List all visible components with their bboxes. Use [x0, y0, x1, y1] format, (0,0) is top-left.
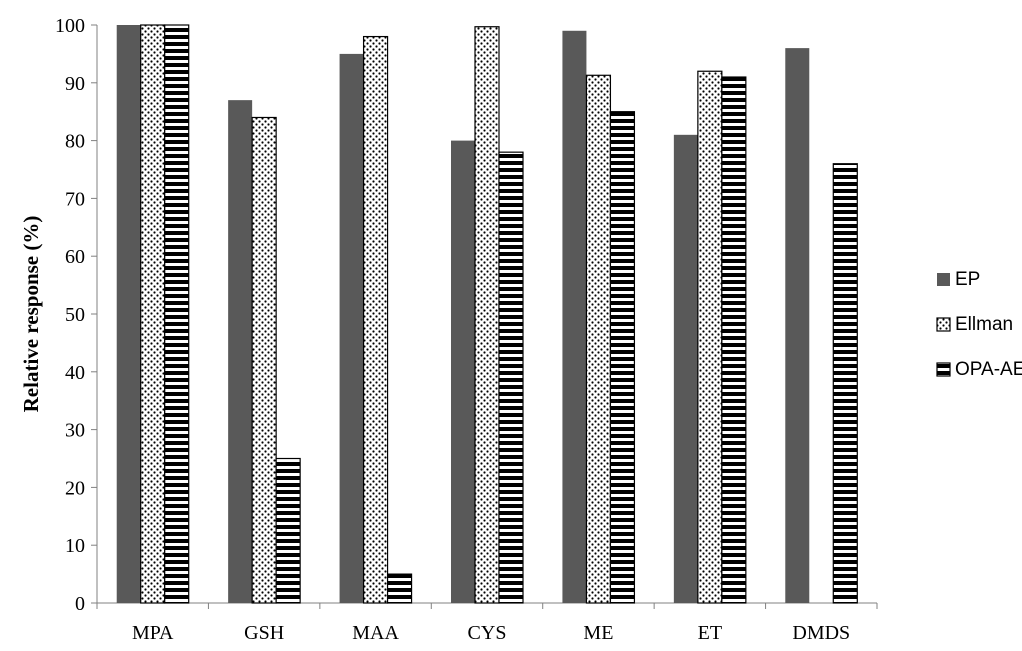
- x-tick-label: MPA: [132, 622, 174, 644]
- legend-swatch-opa-ae: [936, 362, 951, 377]
- bar-opa-ae-cys: [498, 151, 524, 604]
- bar-ellman-mpa: [140, 24, 166, 604]
- bar-opa-ae-gsh: [275, 457, 301, 604]
- x-tick-label: DMDS: [792, 622, 850, 644]
- bar-ep-me: [562, 30, 587, 603]
- y-axis-title: Relative response (%): [19, 216, 43, 413]
- bar-ep-gsh: [228, 100, 253, 603]
- legend-label: EP: [955, 269, 980, 290]
- x-tick-label: MAA: [352, 622, 399, 644]
- y-tick-label: 100: [55, 15, 85, 37]
- bar-opa-ae-maa: [386, 573, 413, 604]
- bar-opa-ae-dmds: [832, 163, 858, 604]
- y-tick-label: 50: [65, 304, 85, 326]
- legend-label: OPA-AE: [955, 359, 1022, 380]
- x-tick-label: GSH: [244, 622, 284, 644]
- bar-ellman-maa: [362, 35, 389, 604]
- bar-ep-mpa: [116, 25, 141, 603]
- bars: [116, 24, 858, 604]
- bar-ep-cys: [451, 140, 475, 603]
- y-tick-label: 0: [75, 593, 85, 615]
- y-tick-label: 20: [65, 477, 85, 499]
- x-tick-label: ET: [698, 622, 722, 644]
- y-tick-label: 80: [65, 131, 85, 153]
- bar-ellman-me: [585, 74, 612, 604]
- legend-swatch-ep: [937, 273, 950, 286]
- y-tick-label: 40: [65, 362, 85, 384]
- x-tick-label: CYS: [468, 622, 507, 644]
- bar-opa-ae-me: [609, 111, 636, 604]
- y-tick-label: 70: [65, 188, 85, 210]
- bar-ellman-gsh: [251, 116, 277, 604]
- legend: EP Ellman OPA-AE: [936, 269, 1022, 380]
- y-tick-label: 90: [65, 73, 85, 95]
- bar-ellman-et: [697, 70, 723, 604]
- bar-opa-ae-mpa: [164, 24, 190, 604]
- bar-ep-maa: [339, 53, 364, 603]
- axes: 0 10 20 30 40 50 60 70 80 90 100 MPA GSH MAA CYS ME ET DM…: [55, 15, 878, 644]
- legend-label: Ellman: [955, 314, 1013, 335]
- bar-opa-ae-et: [721, 76, 747, 604]
- bar-ep-et: [673, 134, 698, 603]
- y-tick-label: 60: [65, 246, 85, 268]
- x-tick-label: ME: [583, 622, 613, 644]
- bar-ep-dmds: [785, 48, 810, 604]
- bar-ellman-cys: [474, 26, 500, 604]
- y-tick-label: 10: [65, 535, 85, 557]
- y-tick-label: 30: [65, 420, 85, 442]
- legend-swatch-ellman: [936, 317, 951, 332]
